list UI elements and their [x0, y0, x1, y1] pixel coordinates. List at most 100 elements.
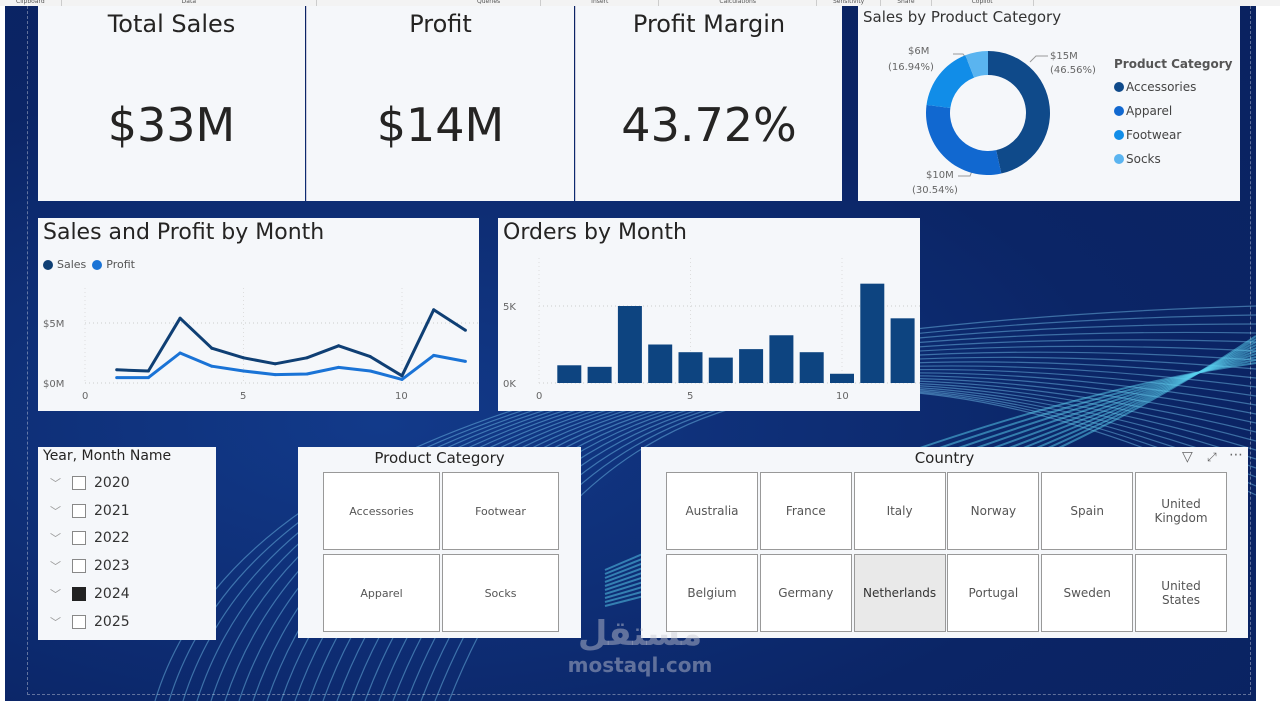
legend-item-footwear[interactable]: Footwear [1114, 123, 1232, 147]
ribbon-copilot[interactable]: Copilot [932, 0, 1034, 6]
sales-point[interactable] [463, 328, 467, 332]
sales-point[interactable] [432, 308, 436, 312]
bar-month-6[interactable] [708, 357, 733, 383]
more-options-icon[interactable]: ⋯ [1229, 447, 1243, 463]
kpi-label: Profit [409, 10, 472, 38]
year-item-2022[interactable]: ﹀ 2022 [50, 530, 130, 546]
legend-item-socks[interactable]: Socks [1114, 147, 1232, 171]
tile-united-kingdom[interactable]: United Kingdom [1135, 472, 1227, 550]
profit-point[interactable] [368, 369, 372, 373]
legend-item-accessories[interactable]: Accessories [1114, 75, 1232, 99]
series-sales[interactable] [116, 308, 467, 378]
bar-month-11[interactable] [860, 283, 885, 383]
tile-australia[interactable]: Australia [666, 472, 758, 550]
year-item-2021[interactable]: ﹀ 2021 [50, 503, 130, 519]
profit-point[interactable] [242, 369, 245, 373]
sales-point[interactable] [400, 374, 404, 378]
tile-france[interactable]: France [759, 472, 852, 550]
chevron-down-icon[interactable]: ﹀ [50, 587, 61, 601]
kpi-label: Total Sales [107, 10, 236, 38]
chevron-down-icon[interactable]: ﹀ [50, 477, 61, 490]
series-profit[interactable] [116, 351, 466, 381]
sales-point[interactable] [368, 355, 372, 359]
label-apparel-pct: (30.54%) [912, 185, 958, 196]
sales-point[interactable] [115, 368, 119, 372]
ribbon-data[interactable]: Data [62, 0, 317, 6]
bar-month-4[interactable] [648, 344, 673, 384]
bar-month-10[interactable] [830, 373, 854, 383]
donut-slice-apparel[interactable] [926, 104, 1002, 175]
sales-point[interactable] [337, 344, 341, 348]
ribbon-share[interactable]: Share [881, 0, 932, 6]
donut-slice-accessories[interactable] [988, 51, 1050, 174]
bar-month-5[interactable] [678, 352, 703, 383]
bar-month-2[interactable] [587, 366, 612, 383]
legend-item-apparel[interactable]: Apparel [1114, 99, 1232, 123]
checkbox[interactable] [72, 503, 86, 518]
year-item-2025[interactable]: ﹀ 2025 [50, 614, 130, 630]
donut-slice-footwear[interactable] [926, 55, 975, 109]
profit-point[interactable] [178, 351, 182, 355]
profit-point[interactable] [115, 376, 119, 380]
bar-month-3[interactable] [617, 306, 642, 383]
sales-point[interactable] [210, 346, 214, 350]
chevron-down-icon[interactable]: ﹀ [50, 532, 61, 546]
tile-belgium[interactable]: Belgium [666, 554, 758, 632]
profit-point[interactable] [210, 364, 214, 368]
tile-spain[interactable]: Spain [1041, 472, 1134, 550]
checkbox[interactable] [72, 559, 86, 574]
profit-point[interactable] [432, 353, 436, 357]
bar-month-8[interactable] [769, 335, 794, 383]
legend-profit[interactable]: Profit [106, 258, 135, 271]
sales-point[interactable] [242, 356, 245, 360]
checkbox[interactable] [72, 614, 86, 629]
sales-point[interactable] [178, 316, 182, 320]
tile-norway[interactable]: Norway [947, 472, 1040, 550]
profit-point[interactable] [273, 373, 277, 377]
tile-portugal[interactable]: Portugal [947, 554, 1040, 632]
profit-point[interactable] [146, 376, 150, 380]
year-item-2023[interactable]: ﹀ 2023 [50, 558, 130, 574]
year-label: 2022 [94, 530, 130, 547]
donut-slice-socks[interactable] [965, 51, 988, 78]
tile-socks[interactable]: Socks [442, 554, 559, 632]
tile-sweden[interactable]: Sweden [1041, 554, 1134, 632]
checkbox[interactable] [72, 586, 86, 601]
ribbon-sensitivity[interactable]: Sensitivity [817, 0, 882, 6]
chevron-down-icon[interactable]: ﹀ [50, 504, 61, 518]
tile-germany[interactable]: Germany [759, 554, 852, 632]
x-tick: 5 [687, 391, 693, 402]
profit-point[interactable] [400, 377, 404, 381]
sales-point[interactable] [305, 356, 309, 360]
year-item-2024[interactable]: ﹀ 2024 [50, 586, 130, 602]
chevron-down-icon[interactable]: ﹀ [50, 560, 61, 574]
filter-icon[interactable]: ▽ [1182, 449, 1193, 465]
chevron-down-icon[interactable]: ﹀ [50, 615, 61, 629]
label-accessories-value: $15M [1050, 51, 1078, 62]
year-item-2020[interactable]: ﹀ 2020 [50, 475, 130, 491]
tile-united-states[interactable]: United States [1135, 554, 1227, 632]
tile-italy[interactable]: Italy [853, 472, 946, 550]
x-tick: 10 [395, 391, 408, 402]
ribbon-calculations[interactable]: Calculations [659, 0, 817, 6]
bar-month-1[interactable] [557, 365, 582, 383]
focus-mode-icon[interactable]: ⤢ [1207, 450, 1217, 464]
bar-month-9[interactable] [799, 352, 824, 383]
sales-point[interactable] [273, 362, 277, 366]
legend-sales[interactable]: Sales [57, 258, 87, 271]
profit-point[interactable] [305, 372, 309, 376]
profit-point[interactable] [337, 365, 341, 369]
bar-month-7[interactable] [739, 349, 764, 383]
sales-point[interactable] [146, 369, 150, 373]
ribbon-queries[interactable]: Queries [317, 0, 542, 6]
tile-accessories[interactable]: Accessories [323, 472, 440, 550]
checkbox[interactable] [72, 476, 86, 490]
tile-apparel[interactable]: Apparel [323, 554, 440, 632]
profit-point[interactable] [463, 359, 467, 363]
ribbon-clipboard[interactable]: Clipboard [0, 0, 62, 6]
tile-netherlands[interactable]: Netherlands [853, 554, 946, 632]
tile-footwear[interactable]: Footwear [442, 472, 559, 550]
checkbox[interactable] [72, 531, 86, 546]
ribbon-insert[interactable]: Insert [541, 0, 660, 6]
bar-month-12[interactable] [890, 318, 915, 383]
